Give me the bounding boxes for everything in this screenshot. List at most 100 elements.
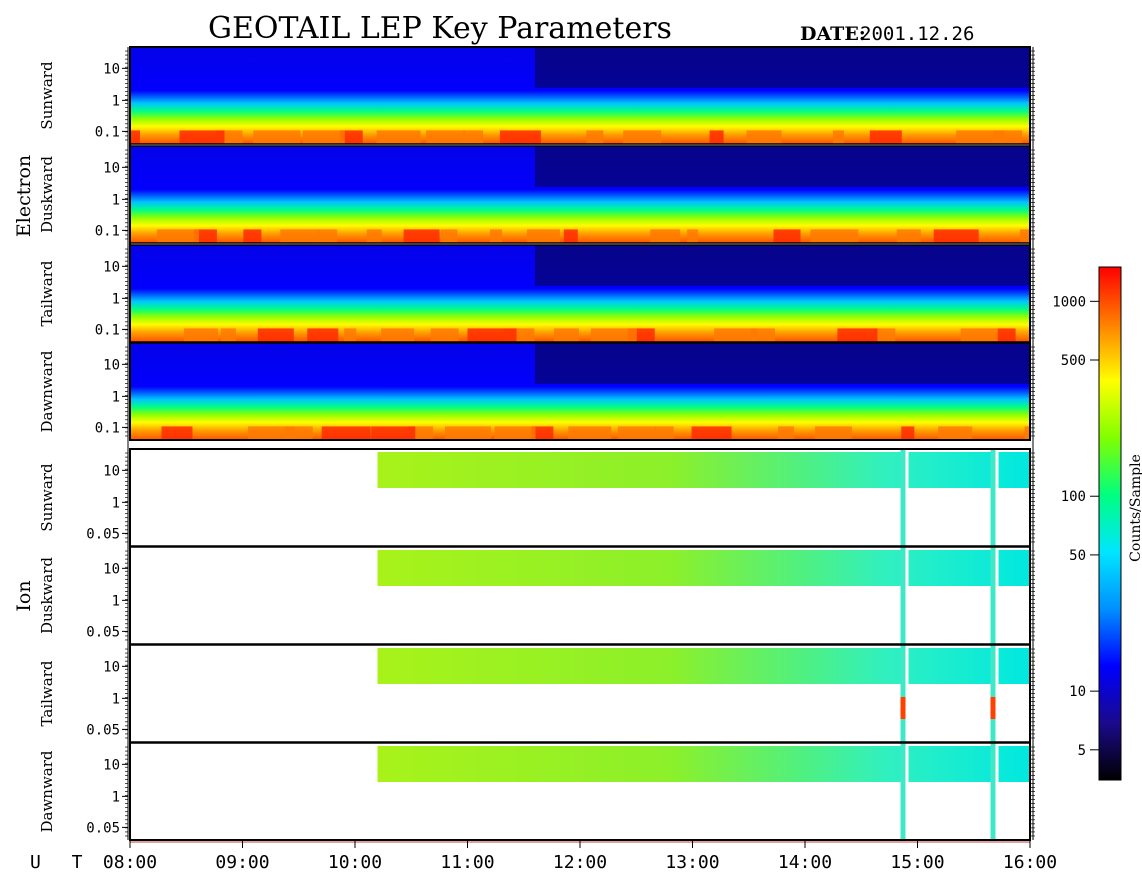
panel-label: Tailward xyxy=(38,660,56,726)
y-axis: Duskward 10 1 0.1 xyxy=(38,149,1035,239)
colorbar-tick-label: 50 xyxy=(1069,548,1086,564)
electron-hot-band xyxy=(586,130,604,144)
electron-hot-band xyxy=(193,229,217,243)
y-tick-label: 10 xyxy=(103,357,120,373)
panel-label: Dawnward xyxy=(38,750,56,832)
y-tick-label: 0.05 xyxy=(86,820,120,836)
electron-group-frame xyxy=(129,46,1031,441)
electron-panel-sunward xyxy=(129,46,1031,145)
colorbar-tick-label: 1000 xyxy=(1052,294,1086,310)
group-label-electron: Electron xyxy=(13,155,35,237)
electron-panel-duskward xyxy=(129,145,1031,244)
electron-hot-band xyxy=(257,328,294,342)
electron-hot-band xyxy=(494,426,536,440)
y-tick-label: 10 xyxy=(103,61,120,77)
y-tick-label: 0.05 xyxy=(86,526,120,542)
y-tick-label: 1 xyxy=(112,691,120,707)
electron-low-flux-region xyxy=(535,146,1030,187)
electron-hot-band xyxy=(371,426,416,440)
group-label-ion: Ion xyxy=(13,580,35,611)
electron-panel-tailward xyxy=(129,244,1031,343)
ion-gap-stripe xyxy=(900,645,906,742)
ion-gap-white xyxy=(995,645,999,742)
electron-hot-band xyxy=(691,426,732,440)
electron-hot-band xyxy=(896,229,921,243)
colorbar-gradient xyxy=(1098,266,1122,781)
panels-layer: Sunward 10 1 0.1 Duskward 10 1 0.1 Tailward 10 1 0.… xyxy=(38,46,1035,841)
electron-hot-band xyxy=(376,130,421,144)
colorbar-tick-label: 10 xyxy=(1069,684,1086,700)
panel-label: Dawnward xyxy=(38,350,56,432)
x-tick-label: 12:00 xyxy=(553,852,607,873)
y-axis: Tailward 10 1 0.05 xyxy=(38,648,1035,738)
ion-gap-white xyxy=(995,449,999,546)
electron-hot-band xyxy=(440,229,458,243)
electron-hot-band xyxy=(687,229,699,243)
y-tick-label: 0.1 xyxy=(95,322,120,338)
electron-hot-band xyxy=(810,229,859,243)
ion-gap-stripe xyxy=(990,547,996,644)
panel-label: Sunward xyxy=(38,463,56,532)
ion-tailward-spike xyxy=(900,697,906,719)
panel-label: Duskward xyxy=(38,156,56,233)
electron-hot-band xyxy=(463,130,483,144)
y-tick-label: 0.1 xyxy=(95,420,120,436)
electron-hot-band xyxy=(247,426,295,440)
date-value: 2001.12.26 xyxy=(860,23,974,45)
ion-gap-stripe xyxy=(990,449,996,546)
ion-panel-duskward xyxy=(129,546,1031,645)
electron-hot-band xyxy=(837,328,878,342)
ion-gap-stripe xyxy=(990,645,996,742)
electron-hot-band xyxy=(161,426,193,440)
electron-hot-band xyxy=(302,130,345,144)
ion-gap-white xyxy=(905,645,909,742)
colorbar-label: Counts/Sample xyxy=(1128,454,1142,562)
y-tick-label: 10 xyxy=(103,561,120,577)
electron-low-flux-region xyxy=(535,343,1030,384)
y-tick-label: 0.1 xyxy=(95,223,120,239)
ion-gap-stripe xyxy=(900,743,906,840)
electron-hot-band xyxy=(490,229,502,243)
electron-hot-band xyxy=(869,130,902,144)
electron-hot-band xyxy=(403,229,440,243)
panel-label: Sunward xyxy=(38,61,56,130)
y-tick-label: 1 xyxy=(112,192,120,208)
colorbar-tick-label: 500 xyxy=(1061,353,1086,369)
electron-hot-band xyxy=(531,426,554,440)
electron-hot-band xyxy=(773,229,801,243)
electron-hot-band xyxy=(709,130,724,144)
ion-gap-white xyxy=(905,743,909,840)
colorbar-tick-label: 5 xyxy=(1078,743,1086,759)
electron-hot-band xyxy=(814,426,852,440)
electron-hot-band xyxy=(617,426,656,440)
y-tick-label: 1 xyxy=(112,593,120,609)
ion-gap-white xyxy=(905,547,909,644)
x-tick-label: 16:00 xyxy=(1003,852,1057,873)
electron-hot-band xyxy=(317,229,338,243)
electron-hot-band xyxy=(253,130,301,144)
colorbar: Counts/Sample 1000 500 100 50 10 5 xyxy=(1052,266,1142,781)
y-tick-label: 1 xyxy=(112,495,120,511)
x-axis: U T 08:00 09:00 10:00 11:00 12:00 13:00 14:00 15… xyxy=(30,840,1057,873)
electron-hot-band xyxy=(344,328,357,342)
ion-tailward-spike xyxy=(990,697,996,719)
electron-hot-band xyxy=(874,328,896,342)
y-tick-label: 0.1 xyxy=(95,124,120,140)
electron-hot-band xyxy=(1020,229,1030,243)
electron-hot-band xyxy=(445,426,491,440)
electron-hot-band xyxy=(307,328,339,342)
y-tick-label: 10 xyxy=(103,659,120,675)
electron-hot-band xyxy=(933,229,979,243)
electron-hot-band xyxy=(157,229,199,243)
ion-spectrum-band xyxy=(377,746,1030,782)
electron-hot-band xyxy=(832,130,844,144)
electron-low-flux-region xyxy=(535,245,1030,286)
electron-hot-band xyxy=(381,328,415,342)
ion-gap-white xyxy=(995,743,999,840)
y-tick-label: 10 xyxy=(103,757,120,773)
y-axis: Duskward 10 1 0.05 xyxy=(38,550,1035,640)
electron-low-flux-region xyxy=(535,47,1030,88)
ion-gap-stripe xyxy=(900,547,906,644)
y-tick-label: 10 xyxy=(103,259,120,275)
y-axis: Sunward 10 1 0.1 xyxy=(38,50,1035,140)
